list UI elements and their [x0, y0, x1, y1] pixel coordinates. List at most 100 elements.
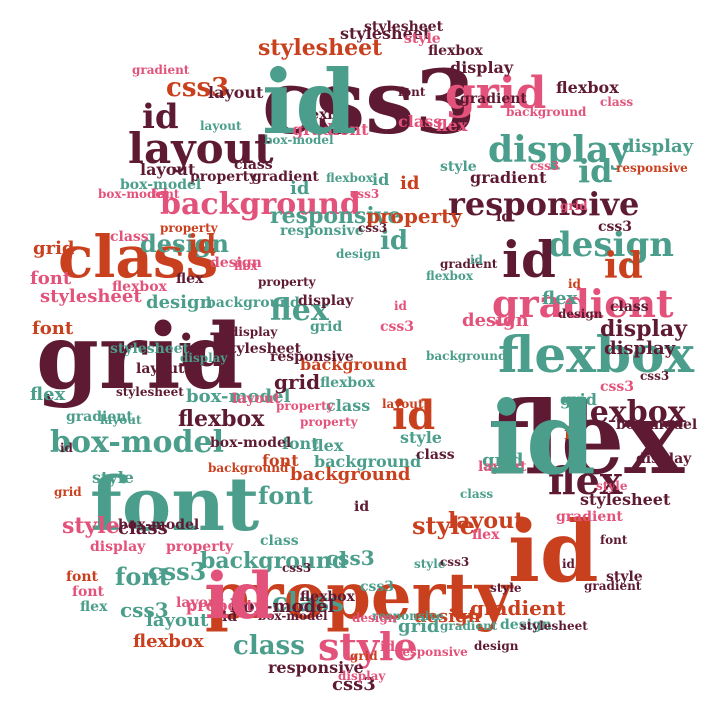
- cloud-word: responsive: [270, 203, 402, 229]
- cloud-word: stylesheet: [116, 385, 184, 399]
- cloud-word: display: [180, 351, 228, 365]
- cloud-word: grid: [560, 199, 588, 213]
- cloud-word: design: [352, 611, 397, 625]
- cloud-word: css3: [598, 219, 633, 235]
- cloud-word: css3: [360, 579, 395, 595]
- cloud-word: id: [380, 639, 396, 655]
- cloud-word: class: [110, 229, 149, 245]
- cloud-word: font: [72, 584, 105, 600]
- cloud-word: grid: [398, 616, 440, 637]
- cloud-word: flex: [436, 116, 468, 135]
- cloud-word: stylesheet: [110, 341, 190, 357]
- cloud-word: css3: [326, 546, 375, 570]
- cloud-word: display: [636, 451, 692, 467]
- cloud-word: stylesheet: [364, 19, 444, 35]
- cloud-word: box-model: [230, 596, 335, 617]
- cloud-word: grid: [482, 450, 524, 471]
- cloud-word: design: [140, 229, 229, 258]
- cloud-word: design: [558, 307, 603, 321]
- cloud-word: class: [233, 631, 305, 661]
- cloud-word: font: [600, 533, 628, 547]
- cloud-word: css3: [440, 555, 470, 569]
- cloud-word: class: [600, 95, 634, 109]
- cloud-word: display: [338, 669, 386, 683]
- cloud-word: box-model: [186, 386, 291, 407]
- cloud-word: id: [502, 230, 556, 289]
- cloud-word: flex: [234, 259, 258, 273]
- cloud-word: gradient: [66, 409, 133, 425]
- cloud-word: id: [354, 499, 370, 515]
- cloud-word: display: [298, 293, 354, 309]
- cloud-word: css3: [350, 187, 380, 201]
- cloud-word: flex: [542, 288, 578, 309]
- cloud-word: box-model: [616, 417, 698, 433]
- cloud-word: style: [412, 511, 475, 540]
- cloud-word: design: [462, 310, 529, 331]
- cloud-word: class: [118, 518, 168, 539]
- cloud-word: design: [414, 606, 481, 627]
- cloud-word: gradient: [460, 91, 527, 107]
- cloud-word: responsive: [280, 223, 364, 239]
- cloud-word: style: [400, 428, 442, 447]
- cloud-word: flexbox: [426, 269, 474, 283]
- cloud-word: layout: [136, 361, 185, 377]
- cloud-word: property: [258, 275, 316, 289]
- cloud-word: gradient: [470, 596, 566, 620]
- cloud-word: class: [610, 299, 649, 315]
- cloud-word: background: [160, 187, 361, 222]
- cloud-word: display: [90, 539, 146, 555]
- cloud-word: display: [450, 58, 514, 77]
- cloud-word: layout: [382, 397, 424, 411]
- cloud-word: id: [142, 97, 179, 137]
- cloud-word: flexbox: [133, 631, 204, 652]
- cloud-word: id: [188, 230, 217, 260]
- cloud-word: flex: [472, 527, 500, 543]
- cloud-word: box-model: [258, 609, 328, 623]
- cloud-word: responsive: [270, 349, 354, 365]
- cloud-word: display: [600, 316, 687, 342]
- cloud-word: class: [460, 487, 494, 501]
- cloud-word: stylesheet: [340, 24, 431, 43]
- cloud-word: background: [208, 461, 289, 475]
- cloud-word: display: [230, 325, 278, 339]
- cloud-word: gradient: [132, 63, 190, 77]
- cloud-word: css3: [380, 319, 415, 335]
- cloud-word: id: [578, 152, 613, 190]
- cloud-word: stylesheet: [222, 341, 302, 357]
- cloud-word: grid: [310, 319, 343, 335]
- cloud-word: responsive: [372, 609, 444, 623]
- cloud-word: layout: [232, 391, 281, 407]
- cloud-word: property: [190, 169, 258, 185]
- cloud-word: gradient: [440, 619, 498, 633]
- cloud-word: style: [92, 468, 134, 487]
- cloud-word: font: [282, 434, 319, 453]
- cloud-word: css3: [530, 159, 560, 173]
- cloud-word: flex: [270, 293, 329, 328]
- cloud-word: id: [562, 557, 575, 571]
- cloud-word: box-model: [264, 133, 334, 147]
- cloud-word: box-model: [98, 187, 168, 201]
- cloud-word: gradient: [556, 509, 623, 525]
- cloud-word: property: [205, 559, 513, 634]
- cloud-word: grid: [36, 304, 244, 410]
- cloud-word: flex: [176, 271, 204, 287]
- cloud-word: background: [200, 548, 348, 574]
- cloud-word: class: [260, 533, 299, 549]
- cloud-word: stylesheet: [520, 619, 588, 633]
- cloud-word: grid: [274, 370, 321, 394]
- cloud-word: id: [564, 423, 584, 444]
- cloud-word: design: [474, 639, 519, 653]
- cloud-word: css3: [148, 557, 207, 586]
- cloud-word: style: [440, 159, 477, 175]
- cloud-word: font: [115, 562, 170, 591]
- cloud-word: box-model: [50, 425, 225, 460]
- cloud-word: background: [290, 464, 411, 485]
- cloud-word: style: [490, 581, 522, 595]
- cloud-word: class: [272, 588, 344, 618]
- cloud-word: property: [160, 221, 218, 235]
- cloud-word: font: [30, 268, 72, 289]
- cloud-word: layout: [176, 595, 225, 611]
- cloud-word: gradient: [440, 257, 498, 271]
- cloud-word: css3: [262, 50, 476, 154]
